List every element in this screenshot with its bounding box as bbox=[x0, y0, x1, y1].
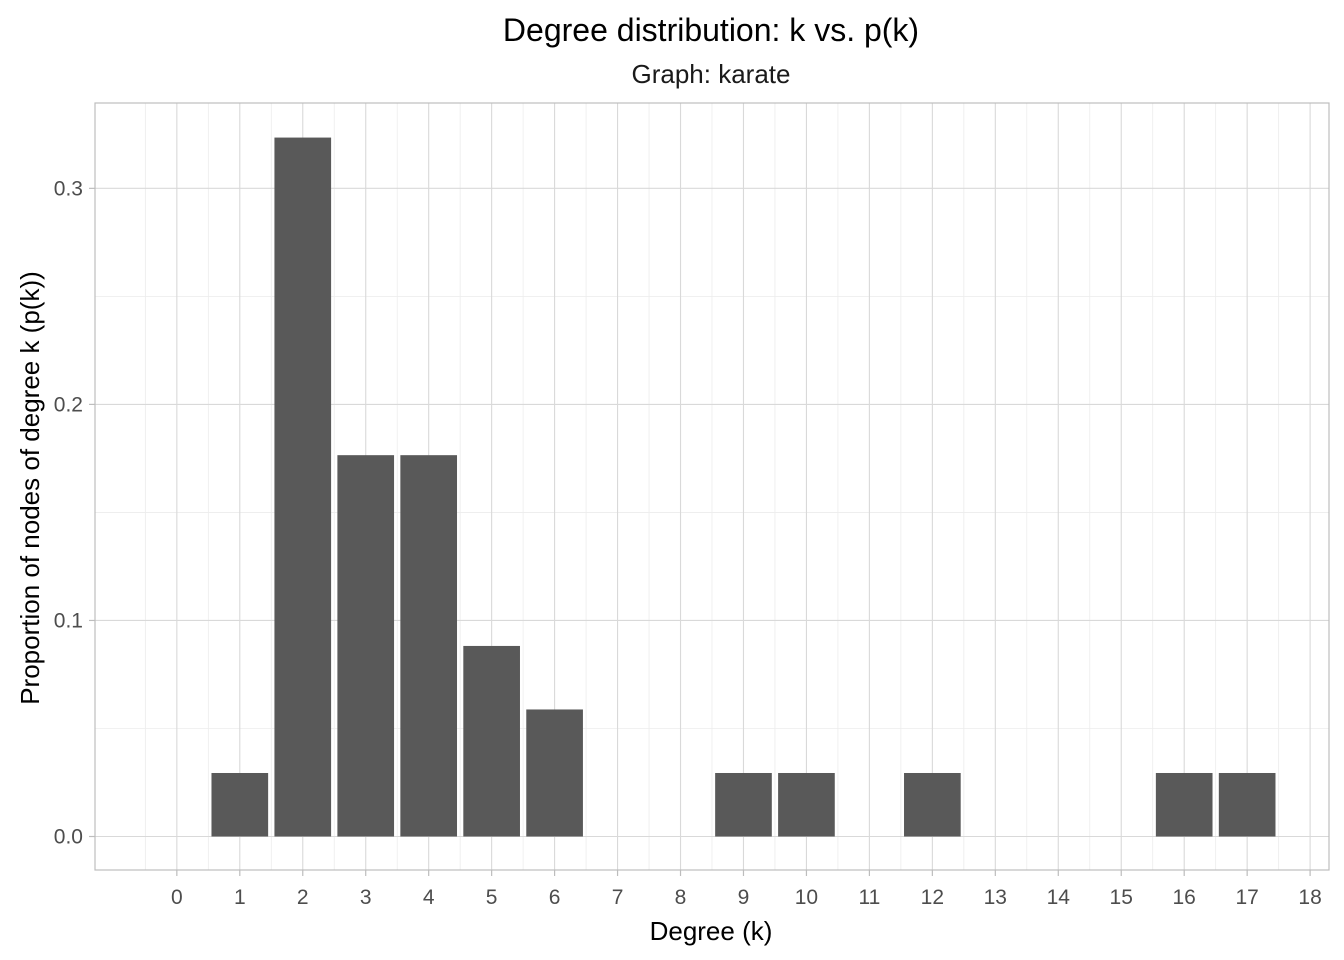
bar-degree-17 bbox=[1218, 772, 1276, 837]
bar-degree-5 bbox=[463, 645, 520, 837]
x-tick-label: 0 bbox=[171, 886, 183, 909]
chart-title: Degree distribution: k vs. p(k) bbox=[503, 12, 919, 48]
x-tick-label: 4 bbox=[423, 886, 435, 909]
x-tick-label: 1 bbox=[234, 886, 246, 909]
bar-degree-2 bbox=[274, 137, 332, 837]
bar-degree-3 bbox=[337, 455, 395, 837]
chart-subtitle: Graph: karate bbox=[632, 59, 791, 89]
x-tick-label: 16 bbox=[1173, 886, 1196, 909]
bar-degree-9 bbox=[715, 772, 772, 837]
y-axis-ticks: 0.0 0.1 0.2 0.3 bbox=[54, 177, 95, 849]
x-tick-label: 14 bbox=[1047, 886, 1071, 909]
x-tick-label: 15 bbox=[1110, 886, 1133, 909]
x-tick-label: 18 bbox=[1298, 886, 1321, 909]
x-tick-label: 5 bbox=[486, 886, 498, 909]
bar-degree-10 bbox=[778, 772, 835, 837]
x-tick-label: 8 bbox=[675, 886, 687, 909]
bar-degree-1 bbox=[211, 772, 269, 837]
y-tick-label: 0.2 bbox=[54, 393, 83, 416]
x-axis-ticks: 0 1 2 3 4 5 6 7 8 9 10 11 12 13 14 15 16 17 18 bbox=[171, 870, 1322, 909]
x-tick-label: 11 bbox=[858, 886, 880, 909]
x-tick-label: 17 bbox=[1235, 886, 1258, 909]
x-tick-label: 2 bbox=[297, 886, 309, 909]
x-tick-label: 12 bbox=[921, 886, 944, 909]
x-tick-label: 10 bbox=[795, 886, 818, 909]
y-tick-label: 0.3 bbox=[54, 177, 83, 200]
x-tick-label: 9 bbox=[738, 886, 750, 909]
bar-degree-4 bbox=[400, 455, 458, 837]
bar-degree-6 bbox=[526, 709, 583, 837]
x-tick-label: 7 bbox=[612, 886, 624, 909]
x-tick-label: 13 bbox=[984, 886, 1007, 909]
y-tick-label: 0.0 bbox=[54, 826, 83, 849]
y-tick-label: 0.1 bbox=[54, 609, 83, 632]
y-axis-title: Proportion of nodes of degree k (p(k)) bbox=[15, 271, 45, 705]
bar-degree-12 bbox=[904, 772, 961, 837]
x-tick-label: 6 bbox=[549, 886, 561, 909]
plot-panel-border bbox=[94, 102, 1330, 871]
bar-degree-16 bbox=[1155, 772, 1213, 837]
x-axis-title: Degree (k) bbox=[650, 916, 773, 946]
x-tick-label: 3 bbox=[360, 886, 372, 909]
bars bbox=[211, 137, 1276, 837]
